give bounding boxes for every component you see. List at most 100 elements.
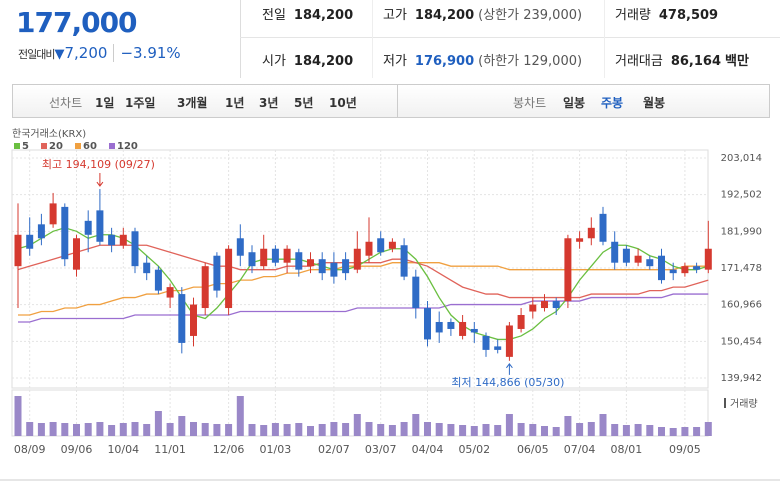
volume-bar [587, 422, 595, 436]
volume-bar [271, 423, 279, 436]
period-button[interactable]: 3년 [259, 96, 279, 110]
period-button[interactable]: 10년 [329, 96, 357, 110]
low-annotation: 최저 144,866 (05/30) [451, 376, 564, 389]
candle-body [587, 227, 595, 239]
candle-body [388, 241, 396, 249]
x-tick-label: 05/02 [458, 443, 490, 456]
stat-label: 전일 [262, 8, 286, 23]
current-price: 177,000 [16, 6, 138, 39]
volume-bar [400, 422, 408, 436]
volume-bar [517, 423, 525, 436]
candle-body [14, 234, 22, 267]
x-tick-label: 08/09 [14, 443, 46, 456]
period-button[interactable]: 일봉 [563, 96, 586, 110]
volume-bar [260, 425, 268, 436]
candle-body [681, 266, 689, 274]
volume-bar [564, 416, 572, 436]
legend-swatch [75, 143, 81, 149]
separator [240, 0, 241, 78]
separator [604, 0, 605, 78]
candle-body [283, 248, 291, 263]
stat-label: 거래대금 [615, 54, 663, 69]
change-pct: −3.91% [113, 44, 181, 62]
candle-body [119, 234, 127, 246]
volume-bar [318, 424, 326, 436]
legend-label: 60 [83, 141, 97, 152]
x-tick-label: 09/05 [669, 443, 701, 456]
volume-bar [669, 428, 677, 436]
candle-body [213, 255, 221, 291]
x-tick-label: 06/05 [517, 443, 549, 456]
volume-bar [307, 426, 314, 436]
volume-bar [693, 427, 701, 436]
candle-body [424, 308, 431, 340]
candle-body [73, 238, 80, 270]
period-button[interactable]: 3개월 [177, 96, 208, 110]
volume-bar [213, 424, 221, 436]
x-tick-label: 07/04 [564, 443, 596, 456]
period-button[interactable]: 월봉 [643, 96, 666, 110]
x-tick-label: 03/07 [365, 443, 397, 456]
volume-bar [154, 411, 162, 436]
volume-bar [190, 422, 197, 436]
volume-bar [482, 424, 490, 436]
candle-body [400, 245, 408, 277]
period-button[interactable]: 5년 [294, 96, 314, 110]
volume-bar [37, 423, 45, 436]
candle-body [377, 238, 385, 253]
y-tick-label: 150,454 [721, 336, 762, 347]
volume-bar [178, 416, 186, 436]
legend-label: 120 [117, 141, 138, 152]
y-tick-label: 139,942 [721, 373, 762, 384]
down-arrow: ▼ [54, 47, 65, 62]
volume-bar [119, 423, 127, 436]
candle-body [517, 315, 525, 329]
volume-bar [143, 424, 151, 436]
period-button[interactable]: 1년 [225, 96, 245, 110]
candle-body [470, 328, 478, 333]
y-tick-label: 192,502 [721, 190, 762, 201]
volume-bar [447, 424, 455, 436]
toolbar: 선차트 1일 1주일 3개월 1년 3년 5년 10년 봉차트 일봉 주봉 월봉 [12, 84, 770, 118]
period-button[interactable]: 1주일 [125, 96, 156, 110]
change-row: 전일대비▼7,200 −3.91% [18, 44, 181, 62]
x-tick-label: 12/06 [213, 443, 245, 456]
y-tick-label: 160,966 [721, 300, 762, 311]
candle-body [622, 248, 630, 263]
volume-bar [201, 423, 209, 436]
stat: 거래대금 86,164 백만 [615, 50, 749, 69]
volume-bar [494, 425, 502, 436]
separator [372, 0, 373, 78]
stat-label: 거래량 [615, 8, 651, 23]
x-tick-label: 04/04 [412, 443, 444, 456]
volume-bar [634, 424, 642, 436]
line-chart-label: 선차트 [49, 96, 83, 110]
candle-body [365, 241, 373, 256]
x-tick-label: 11/01 [154, 443, 186, 456]
volume-bar [552, 427, 560, 436]
candle-body [49, 203, 57, 225]
separator [240, 37, 780, 38]
divider [397, 85, 398, 117]
candle-body [295, 252, 303, 270]
volume-bar [225, 424, 233, 436]
candle-body [564, 238, 572, 302]
candle-body [669, 269, 677, 274]
period-button[interactable]: 주봉 [601, 96, 624, 110]
stat-note: (하한가 129,000) [478, 54, 583, 69]
volume-bar [424, 422, 431, 436]
period-button[interactable]: 1일 [95, 96, 115, 110]
candle-body [96, 210, 104, 242]
candle-body [576, 238, 584, 242]
candle-chart-label: 봉차트 [513, 96, 547, 110]
stat-value: 184,200 [293, 54, 354, 69]
volume-bar [73, 424, 80, 436]
candle-body [459, 321, 467, 336]
candle-body [482, 335, 490, 350]
volume-bar [470, 426, 478, 436]
candle-body [342, 259, 350, 274]
volume-bar [14, 396, 22, 436]
candle-body [552, 301, 560, 309]
